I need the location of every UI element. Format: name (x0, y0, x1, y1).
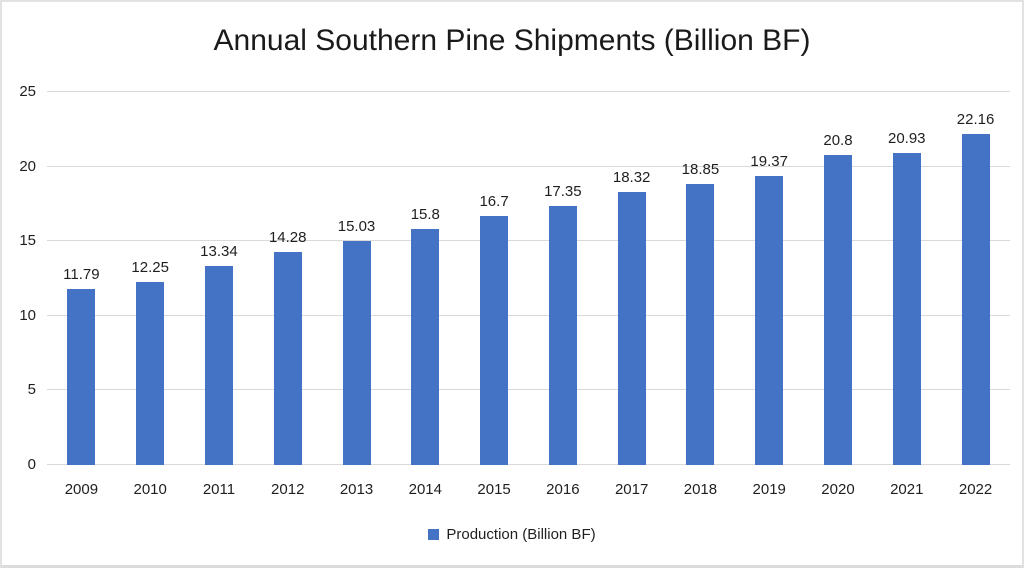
x-axis-label: 2013 (339, 481, 374, 498)
bar-value-label: 16.7 (479, 192, 509, 210)
bar-group-2012: 14.28 (253, 92, 322, 465)
bar-group-2019: 19.37 (735, 92, 804, 465)
bar-value-label: 18.32 (612, 168, 651, 186)
bar-group-2017: 18.32 (597, 92, 666, 465)
y-tick-label: 20 (19, 157, 36, 175)
bar-2021 (892, 152, 921, 465)
bar-value-label: 19.37 (750, 153, 788, 170)
legend-marker-icon (428, 529, 440, 540)
bar-2017 (617, 191, 646, 465)
bar-2011 (204, 265, 233, 465)
gridline (47, 240, 1010, 242)
y-tick-label: 0 (27, 456, 36, 473)
bar-value-label: 18.85 (681, 160, 720, 178)
bar-value-label: 17.35 (544, 183, 582, 201)
plot-area: 11.79 12.25 13.34 14.28 15.03 15.8 16.7 17.35 18… (19, 83, 1010, 473)
bars-row: 11.79 12.25 13.34 14.28 15.03 15.8 16.7 17.35 18… (47, 92, 1010, 465)
x-axis-label: 2021 (890, 481, 924, 498)
bar-group-2022: 22.16 (941, 92, 1010, 465)
y-tick-label: 25 (19, 83, 36, 100)
bar-value-label: 13.34 (200, 242, 238, 260)
bar-value-label: 15.8 (410, 206, 440, 224)
gridline (47, 314, 1010, 316)
bar-group-2014: 15.8 (391, 92, 460, 465)
x-axis-label: 2010 (133, 481, 167, 498)
y-tick-label: 10 (19, 306, 36, 324)
x-axis-label: 2018 (683, 481, 718, 498)
bar-2016 (548, 206, 577, 465)
legend-label: Production (Billion BF) (446, 526, 596, 543)
bar-value-label: 22.16 (956, 111, 995, 129)
legend: Production (Billion BF) (2, 526, 1022, 543)
y-tick-label: 5 (27, 381, 36, 399)
bar-2012 (273, 251, 302, 465)
bar-2018 (686, 183, 715, 465)
bar-group-2018: 18.85 (666, 92, 735, 465)
bar-value-label: 20.8 (823, 131, 853, 149)
x-axis-label: 2020 (821, 481, 855, 498)
x-axis-label: 2017 (614, 481, 649, 498)
x-axis-label: 2022 (958, 481, 993, 498)
bar-2015 (480, 215, 509, 465)
bar-2019 (755, 176, 784, 465)
x-axis-label: 2012 (271, 481, 305, 498)
chart-title: Annual Southern Pine Shipments (Billion … (213, 24, 811, 57)
y-tick-label: 15 (19, 232, 36, 250)
bar-2013 (342, 240, 371, 465)
bar-group-2015: 16.7 (460, 92, 529, 465)
bar-group-2011: 13.34 (185, 92, 254, 465)
bar-group-2020: 20.8 (804, 92, 873, 465)
x-axis-label: 2016 (546, 481, 580, 498)
x-axis-label: 2009 (64, 481, 99, 498)
bar-value-label: 11.79 (63, 266, 100, 284)
bar-group-2013: 15.03 (322, 92, 391, 465)
bar-2014 (411, 229, 440, 465)
gridline (47, 91, 1010, 92)
gridline (47, 389, 1010, 391)
bar-value-label: 15.03 (337, 217, 376, 235)
bar-value-label: 20.93 (887, 129, 926, 147)
x-axis-label: 2015 (477, 481, 511, 498)
x-axis-label: 2014 (408, 481, 442, 498)
bar-group-2010: 12.25 (116, 92, 185, 465)
bar-2010 (136, 282, 165, 465)
bar-value-label: 14.28 (268, 228, 307, 246)
bar-2020 (823, 154, 852, 465)
bar-value-label: 12.25 (131, 259, 169, 277)
gridline (47, 165, 1010, 167)
bar-2009 (67, 289, 96, 465)
x-axis-labels: 2009 2010 2011 2012 2013 2014 2015 2016 2017 2018… (47, 481, 1010, 498)
bar-group-2016: 17.35 (528, 92, 597, 465)
bar-group-2021: 20.93 (872, 92, 941, 465)
x-axis-label: 2019 (752, 481, 786, 498)
bar-group-2009: 11.79 (47, 92, 116, 465)
x-axis-label: 2011 (202, 481, 236, 498)
bar-2022 (961, 134, 990, 465)
x-axis-line (47, 464, 1010, 465)
